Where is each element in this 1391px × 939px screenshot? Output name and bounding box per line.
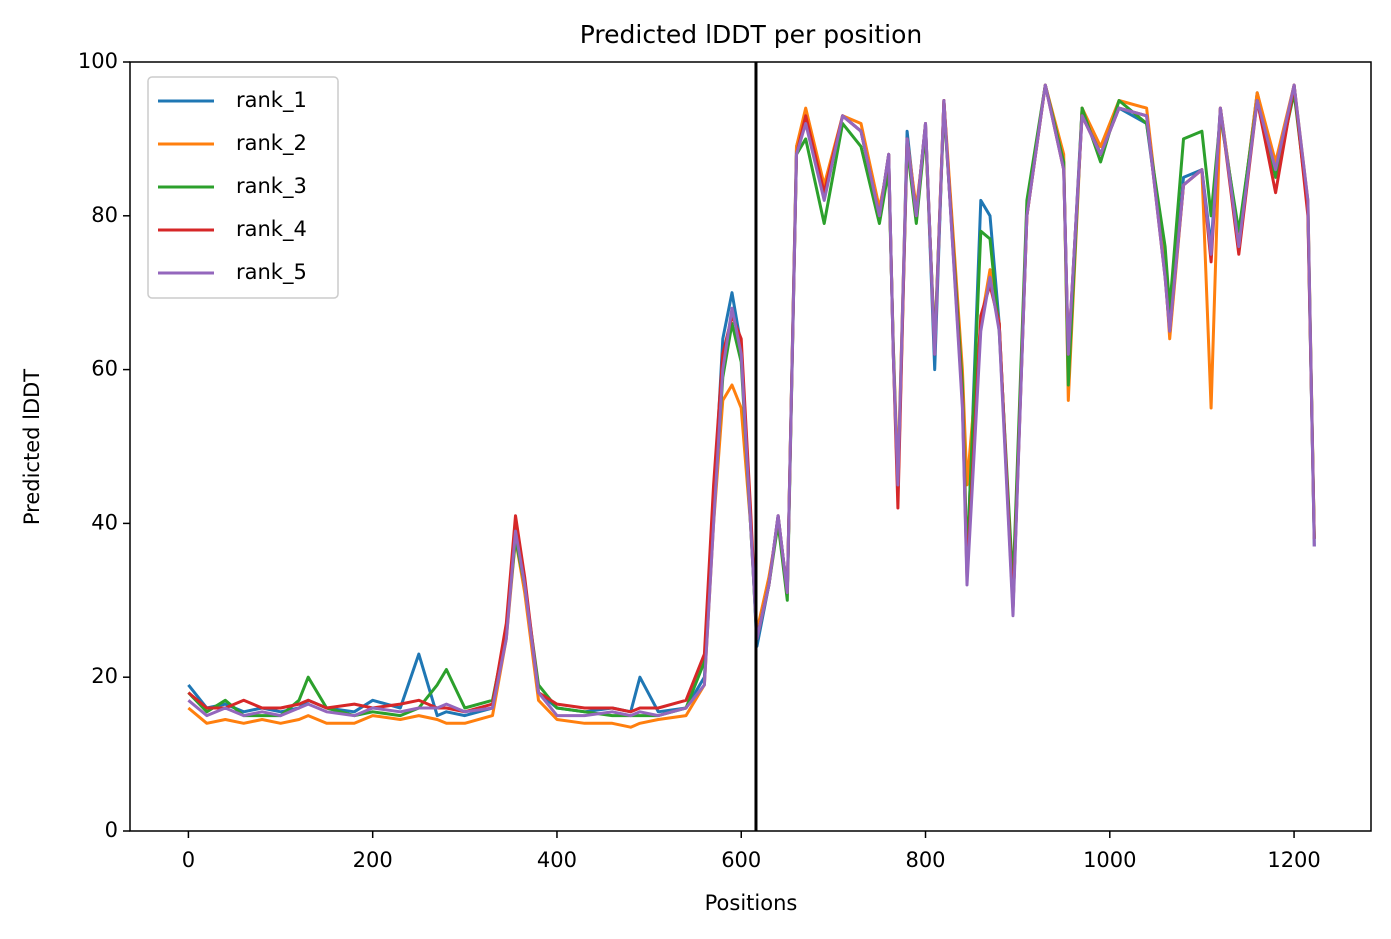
legend-box	[147, 76, 339, 299]
x-tick-label: 800	[905, 848, 945, 872]
x-tick-label: 600	[721, 848, 761, 872]
series-line	[187, 83, 1316, 714]
legend-label: rank_5	[236, 260, 307, 285]
chart-title: Predicted lDDT per position	[580, 20, 922, 49]
y-tick-label: 40	[91, 510, 118, 534]
y-tick-label: 80	[91, 203, 118, 227]
legend-label: rank_2	[236, 131, 307, 156]
y-tick-label: 60	[91, 357, 118, 381]
plot-frame	[129, 61, 1372, 832]
series-line	[187, 83, 1316, 718]
y-axis-label: Predicted lDDT	[20, 369, 44, 525]
legend-label: rank_4	[236, 217, 307, 242]
x-axis-label: Positions	[705, 891, 798, 915]
series-line	[187, 83, 1316, 718]
x-tick-label: 400	[537, 848, 577, 872]
y-tick-label: 0	[105, 818, 118, 842]
legend-label: rank_3	[236, 174, 307, 199]
x-tick-label: 1200	[1267, 848, 1320, 872]
series-line	[187, 83, 1316, 718]
x-tick-label: 1000	[1083, 848, 1136, 872]
series-line	[187, 83, 1316, 729]
y-tick-label: 100	[78, 49, 118, 73]
x-tick-label: 200	[353, 848, 393, 872]
legend-label: rank_1	[236, 88, 307, 113]
y-tick-label: 20	[91, 664, 118, 688]
x-tick-label: 0	[182, 848, 195, 872]
